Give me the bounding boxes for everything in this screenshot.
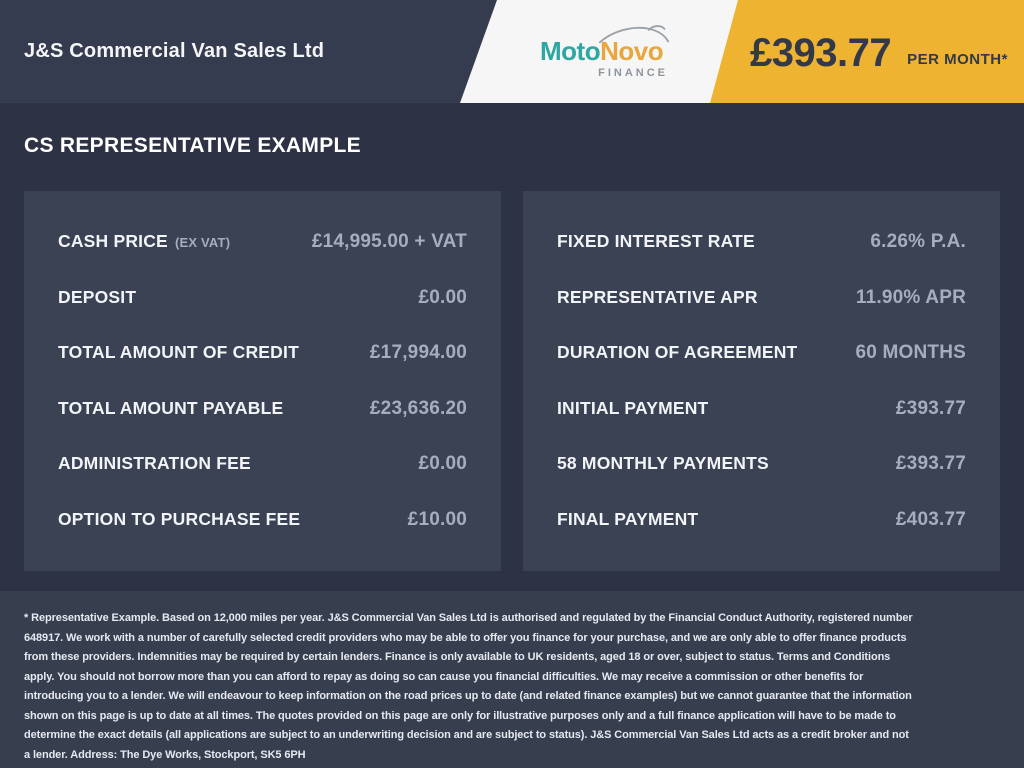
finance-row-value: £14,995.00 + VAT (311, 231, 467, 252)
representative-example-section: CS REPRESENTATIVE EXAMPLE CASH PRICE (EX … (0, 103, 1024, 591)
finance-row: TOTAL AMOUNT OF CREDIT £17,994.00 (58, 342, 467, 364)
footer: * Representative Example. Based on 12,00… (0, 591, 1024, 768)
finance-row-label-text: CASH PRICE (58, 231, 168, 251)
right-panel-rows: FIXED INTEREST RATE 6.26% P.A. REPRESENTAT… (557, 231, 966, 531)
finance-panels: CASH PRICE (EX VAT) £14,995.00 + VAT DEPOSI… (24, 191, 1000, 571)
finance-row-value: £0.00 (418, 286, 467, 308)
finance-row-value: £403.77 (895, 508, 966, 530)
finance-row-label-text: DEPOSIT (58, 286, 137, 307)
finance-row-label-text: TOTAL AMOUNT PAYABLE (58, 397, 284, 418)
finance-row-label: FINAL PAYMENT (557, 509, 705, 530)
logo-finance-text: FINANCE (598, 67, 668, 79)
finance-row-value: £23,636.20 (369, 397, 467, 419)
price-panel (710, 0, 1024, 103)
left-panel-rows: CASH PRICE (EX VAT) £14,995.00 + VAT DEPOSI… (58, 231, 467, 531)
logo-panel (460, 0, 740, 103)
monthly-price-amount: £393.77 (750, 31, 892, 75)
right-panel: FIXED INTEREST RATE 6.26% P.A. REPRESENTAT… (523, 191, 1000, 571)
finance-row-value: £0.00 (418, 453, 467, 475)
finance-row-value: £393.77 (895, 453, 966, 475)
finance-row-label-text: ADMINISTRATION FEE (58, 453, 251, 474)
finance-row: FINAL PAYMENT £403.77 (557, 509, 966, 531)
logo-moto-text: Moto (540, 36, 601, 66)
finance-row-label: DURATION OF AGREEMENT (557, 342, 804, 363)
finance-row-label-text: 58 MONTHLY PAYMENTS (557, 453, 769, 474)
finance-row: TOTAL AMOUNT PAYABLE £23,636.20 (58, 398, 467, 420)
finance-row-label-text: TOTAL AMOUNT OF CREDIT (58, 342, 299, 363)
finance-row: ADMINISTRATION FEE £0.00 (58, 453, 467, 475)
header-bar: J&S Commercial Van Sales Ltd MotoNovo FI… (0, 0, 1024, 103)
finance-row-value: 6.26% P.A. (870, 231, 966, 252)
finance-row-value: £393.77 (895, 397, 966, 419)
disclaimer-text: * Representative Example. Based on 12,00… (24, 612, 913, 761)
finance-row-label: OPTION TO PURCHASE FEE (58, 509, 307, 530)
finance-row-label: FIXED INTEREST RATE (557, 231, 762, 252)
finance-row-value: £10.00 (407, 508, 467, 530)
section-heading: CS REPRESENTATIVE EXAMPLE (24, 134, 361, 157)
finance-row-label: TOTAL AMOUNT OF CREDIT (58, 342, 306, 363)
finance-row-value: 11.90% APR (855, 286, 966, 308)
finance-row: DURATION OF AGREEMENT 60 MONTHS (557, 342, 966, 364)
finance-row-label: TOTAL AMOUNT PAYABLE (58, 398, 290, 419)
finance-row-label: DEPOSIT (58, 287, 143, 308)
finance-row-value: 60 MONTHS (855, 342, 966, 364)
finance-row-label: REPRESENTATIVE APR (557, 287, 765, 308)
left-panel: CASH PRICE (EX VAT) £14,995.00 + VAT DEPOSI… (24, 191, 501, 571)
finance-row-label-text: REPRESENTATIVE APR (557, 286, 758, 307)
finance-row-label-text: FINAL PAYMENT (557, 508, 699, 529)
dealer-name: J&S Commercial Van Sales Ltd (24, 40, 325, 62)
motonovo-logo: MotoNovo FINANCE (540, 25, 670, 79)
finance-row: CASH PRICE (EX VAT) £14,995.00 + VAT (58, 231, 467, 253)
finance-row-sublabel: (EX VAT) (174, 235, 231, 250)
logo-novo-text: Novo (600, 36, 664, 66)
finance-row-label-text: FIXED INTEREST RATE (557, 231, 755, 251)
logo-wordmark: MotoNovo (540, 38, 668, 64)
finance-row: 58 MONTHLY PAYMENTS £393.77 (557, 453, 966, 475)
finance-row-label-text: DURATION OF AGREEMENT (557, 342, 798, 363)
finance-row: DEPOSIT £0.00 (58, 287, 467, 309)
finance-row-label-text: INITIAL PAYMENT (557, 397, 709, 418)
finance-row: FIXED INTEREST RATE 6.26% P.A. (557, 231, 966, 253)
finance-row: OPTION TO PURCHASE FEE £10.00 (58, 509, 467, 531)
finance-row-label-text: OPTION TO PURCHASE FEE (58, 508, 301, 529)
finance-row-label: CASH PRICE (EX VAT) (58, 231, 230, 252)
car-swoosh-icon (598, 25, 670, 44)
finance-row-label: ADMINISTRATION FEE (58, 453, 258, 474)
finance-row-label: INITIAL PAYMENT (557, 398, 715, 419)
finance-row: INITIAL PAYMENT £393.77 (557, 398, 966, 420)
finance-row-label: 58 MONTHLY PAYMENTS (557, 453, 776, 474)
monthly-price-block: £393.77 PER MONTH* (750, 0, 1008, 103)
finance-row-value: £17,994.00 (369, 342, 467, 364)
monthly-price-suffix: PER MONTH* (907, 51, 1008, 68)
finance-row: REPRESENTATIVE APR 11.90% APR (557, 287, 966, 309)
